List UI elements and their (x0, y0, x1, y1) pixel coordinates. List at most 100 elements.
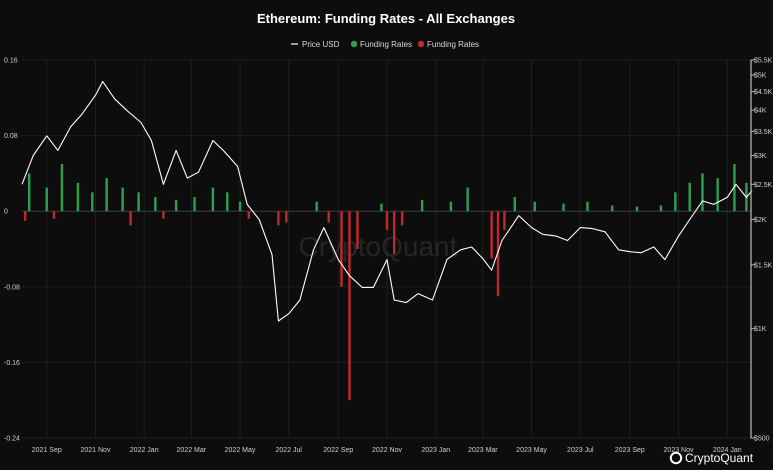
legend: Price USD Funding Rates Funding Rates (291, 40, 479, 49)
funding-rate-bar-negative (356, 211, 359, 249)
funding-rate-bar-negative (496, 211, 500, 297)
y-right-tick-label: $5K (754, 73, 767, 80)
funding-rate-bar-negative (23, 211, 27, 221)
y-right-tick-label: $500 (754, 436, 770, 443)
watermark-text: CryptoQuant (299, 231, 458, 262)
funding-rate-bar-positive (380, 203, 383, 212)
y-left-axis: 0.16 0.08 0 -0.08 -0.16 -0.24 (4, 58, 20, 443)
y-right-tick-label: $2.5K (754, 182, 773, 189)
funding-rate-bar-negative (340, 211, 343, 287)
y-left-tick-label: 0 (4, 209, 8, 216)
funding-rate-bar-positive (611, 205, 614, 212)
funding-rate-bar-positive (226, 192, 229, 212)
y-right-tick-label: $1.5K (754, 262, 773, 269)
funding-rate-bar-negative (162, 211, 165, 219)
funding-rate-bar-positive (154, 197, 157, 212)
legend-entry-funding-negative: Funding Rates (427, 40, 479, 49)
funding-rate-bar-positive (513, 197, 516, 212)
chart-title: Ethereum: Funding Rates - All Exchanges (257, 11, 515, 26)
y-right-tick-label: $5.5K (754, 58, 773, 65)
funding-rate-bar-positive (60, 163, 64, 212)
funding-rate-bar-negative (400, 211, 404, 226)
funding-rate-bar-negative (247, 211, 251, 219)
y-left-tick-label: 0.08 (4, 133, 18, 140)
funding-rate-bar-positive (121, 187, 124, 212)
funding-rate-bar-positive (238, 201, 242, 212)
y-right-axis: $500 $1K $1.5K $2K $2.5K $3K $3.5K $4K $4.5K $5K $… (750, 58, 773, 443)
funding-rate-bar-positive (586, 201, 589, 212)
funding-rate-bar-negative (385, 211, 389, 231)
x-tick-label: 2022 Mar (177, 447, 207, 454)
price-usd-line (21, 80, 753, 322)
legend-entry-price: Price USD (302, 40, 340, 49)
funding-rate-bar-positive (659, 205, 663, 212)
funding-rate-bar-positive (449, 201, 453, 212)
x-tick-label: 2022 Nov (372, 447, 402, 454)
funding-rate-bar-positive (45, 187, 48, 212)
funding-rate-bar-positive (716, 178, 719, 212)
y-right-tick-label: $3.5K (754, 129, 773, 136)
y-left-tick-label: -0.08 (4, 284, 20, 291)
y-left-tick-label: -0.24 (4, 436, 20, 443)
funding-rate-bar-positive (562, 203, 565, 212)
funding-rate-bar-positive (27, 173, 31, 212)
legend-funding-green-icon (350, 40, 358, 48)
funding-rate-bar-positive (466, 187, 469, 212)
funding-rate-bar-negative (52, 211, 56, 219)
funding-rate-bar-positive (76, 182, 80, 212)
x-tick-label: 2022 Sep (323, 447, 353, 454)
x-tick-label: 2021 Sep (32, 447, 62, 454)
y-left-tick-label: 0.16 (4, 58, 18, 65)
y-right-tick-label: $4.5K (754, 89, 773, 96)
funding-rate-bar-positive (91, 192, 94, 212)
funding-rate-bar-negative (490, 211, 493, 259)
funding-rate-bar-positive (701, 173, 704, 212)
x-tick-label: 2023 May (516, 447, 547, 454)
y-right-tick-label: $3K (754, 153, 767, 160)
funding-rate-bar-positive (674, 192, 677, 212)
funding-rate-bar-negative (129, 211, 132, 226)
x-tick-label: 2023 Sep (615, 447, 645, 454)
funding-rate-bar-negative (327, 211, 330, 223)
x-tick-label: 2022 May (225, 447, 256, 454)
y-left-tick-label: -0.16 (4, 360, 20, 367)
watermark: CryptoQuant (299, 231, 458, 262)
funding-rate-bar-negative (285, 211, 288, 223)
funding-rate-bar-negative (503, 211, 506, 231)
y-right-tick-label: $1K (754, 326, 767, 333)
funding-rate-bar-positive (315, 201, 318, 212)
x-tick-label: 2024 Jan (713, 447, 742, 454)
y-right-tick-label: $4K (754, 108, 767, 115)
legend-entry-funding-positive: Funding Rates (360, 40, 412, 49)
logo-text: CryptoQuant (685, 451, 754, 465)
funding-rate-bar-positive (635, 206, 639, 212)
funding-rate-bar-positive (533, 201, 536, 212)
funding-rates-positive-bars (27, 163, 748, 212)
price-line (21, 80, 753, 322)
grid (22, 59, 752, 439)
y-right-tick-label: $2K (754, 217, 767, 224)
x-tick-label: 2021 Nov (80, 447, 110, 454)
funding-rate-bar-positive (211, 187, 215, 212)
funding-rate-bar-positive (174, 199, 178, 212)
legend-funding-red-icon (417, 40, 425, 48)
funding-rate-bar-positive (420, 199, 424, 212)
funding-rate-bar-negative (348, 211, 351, 401)
x-tick-label: 2023 Mar (468, 447, 498, 454)
funding-rate-bar-positive (688, 182, 691, 212)
x-tick-label: 2023 Jan (421, 447, 450, 454)
x-tick-label: 2022 Jul (276, 447, 303, 454)
funding-rates-negative-bars (23, 211, 506, 401)
x-tick-label: 2023 Nov (664, 447, 694, 454)
x-tick-label: 2022 Jan (130, 447, 159, 454)
funding-rate-bar-positive (105, 178, 108, 212)
funding-rate-bar-positive (137, 192, 140, 212)
x-tick-label: 2023 Jul (567, 447, 594, 454)
funding-rate-bar-positive (193, 197, 196, 212)
funding-rate-bar-negative (277, 211, 280, 226)
cryptoquant-logo: CryptoQuant (669, 451, 754, 465)
cryptoquant-logo-icon (669, 451, 683, 465)
x-axis: 2021 Sep 2021 Nov 2022 Jan 2022 Mar 2022 May… (32, 447, 742, 454)
